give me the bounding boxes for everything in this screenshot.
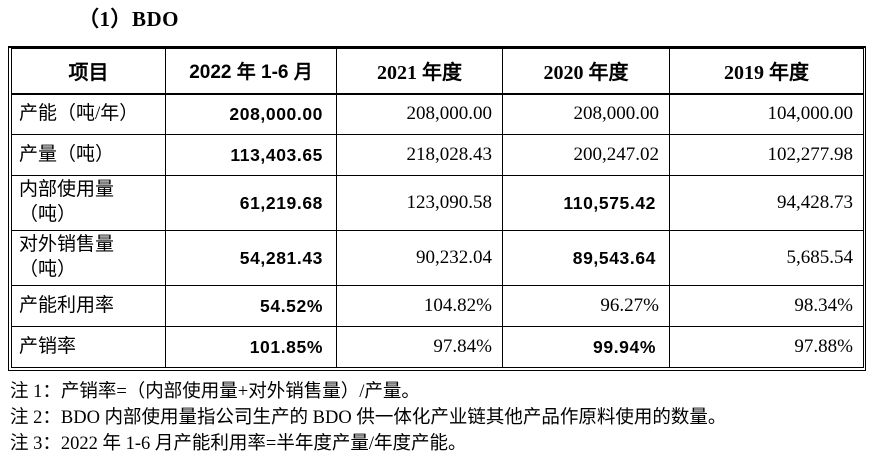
column-header-2021: 2021 年度: [336, 48, 503, 95]
cell-value: 101.85%: [165, 326, 337, 368]
footnotes: 注 1：产销率=（内部使用量+对外销售量）/产量。 注 2：BDO 内部使用量指…: [10, 379, 870, 455]
cell-value: 110,575.42: [502, 175, 670, 231]
column-header-2022h1: 2022 年 1-6 月: [165, 48, 337, 95]
cell-value: 99.94%: [502, 326, 670, 368]
row-label: 产销率: [11, 326, 166, 368]
page-title: （1）BDO: [78, 7, 180, 31]
cell-value: 123,090.58: [336, 175, 503, 231]
cell-value: 98.34%: [669, 285, 864, 327]
table-row-utilization-rate: 产能利用率 54.52% 104.82% 96.27% 98.34%: [11, 285, 864, 327]
row-label: 产能（吨/年）: [11, 93, 166, 135]
table-row-output: 产量（吨） 113,403.65 218,028.43 200,247.02 1…: [11, 134, 864, 176]
cell-value: 5,685.54: [669, 230, 864, 286]
cell-value: 113,403.65: [165, 134, 337, 176]
header-row: 项目 2022 年 1-6 月 2021 年度 2020 年度 2019 年度: [11, 48, 864, 95]
footnote-2: 注 2：BDO 内部使用量指公司生产的 BDO 供一体化产业链其他产品作原料使用…: [10, 408, 727, 428]
cell-value: 208,000.00: [165, 93, 337, 135]
bdo-production-table: 项目 2022 年 1-6 月 2021 年度 2020 年度 2019 年度 …: [11, 48, 864, 368]
row-label: 产能利用率: [11, 285, 166, 327]
cell-value: 200,247.02: [502, 134, 670, 176]
footnote-3: 注 3：2022 年 1-6 月产能利用率=半年度产量/年度产能。: [10, 434, 467, 454]
row-label: 内部使用量 （吨）: [11, 175, 166, 231]
cell-value: 96.27%: [502, 285, 670, 327]
table-row-external-sales: 对外销售量 （吨） 54,281.43 90,232.04 89,543.64 …: [11, 230, 864, 286]
document-page: （1）BDO 项目 2022 年 1-6 月 2021 年度 2020 年度 2…: [0, 3, 875, 455]
cell-value: 61,219.68: [165, 175, 337, 231]
cell-value: 104.82%: [336, 285, 503, 327]
table-row-sales-ratio: 产销率 101.85% 97.84% 99.94% 97.88%: [11, 326, 864, 368]
column-header-2019: 2019 年度: [669, 48, 864, 95]
cell-value: 94,428.73: [669, 175, 864, 231]
cell-value: 89,543.64: [502, 230, 670, 286]
table-row-capacity: 产能（吨/年） 208,000.00 208,000.00 208,000.00…: [11, 93, 864, 135]
column-header-2020: 2020 年度: [502, 48, 670, 95]
cell-value: 54.52%: [165, 285, 337, 327]
footnote-1: 注 1：产销率=（内部使用量+对外销售量）/产量。: [10, 382, 420, 402]
row-label: 对外销售量 （吨）: [11, 230, 166, 286]
cell-value: 208,000.00: [336, 93, 503, 135]
cell-value: 102,277.98: [669, 134, 864, 176]
cell-value: 90,232.04: [336, 230, 503, 286]
cell-value: 97.88%: [669, 326, 864, 368]
cell-value: 97.84%: [336, 326, 503, 368]
cell-value: 208,000.00: [502, 93, 670, 135]
production-table-wrapper: 项目 2022 年 1-6 月 2021 年度 2020 年度 2019 年度 …: [8, 46, 866, 371]
cell-value: 218,028.43: [336, 134, 503, 176]
cell-value: 104,000.00: [669, 93, 864, 135]
column-header-item: 项目: [11, 48, 166, 95]
cell-value: 54,281.43: [165, 230, 337, 286]
row-label: 产量（吨）: [11, 134, 166, 176]
table-row-internal-use: 内部使用量 （吨） 61,219.68 123,090.58 110,575.4…: [11, 175, 864, 231]
